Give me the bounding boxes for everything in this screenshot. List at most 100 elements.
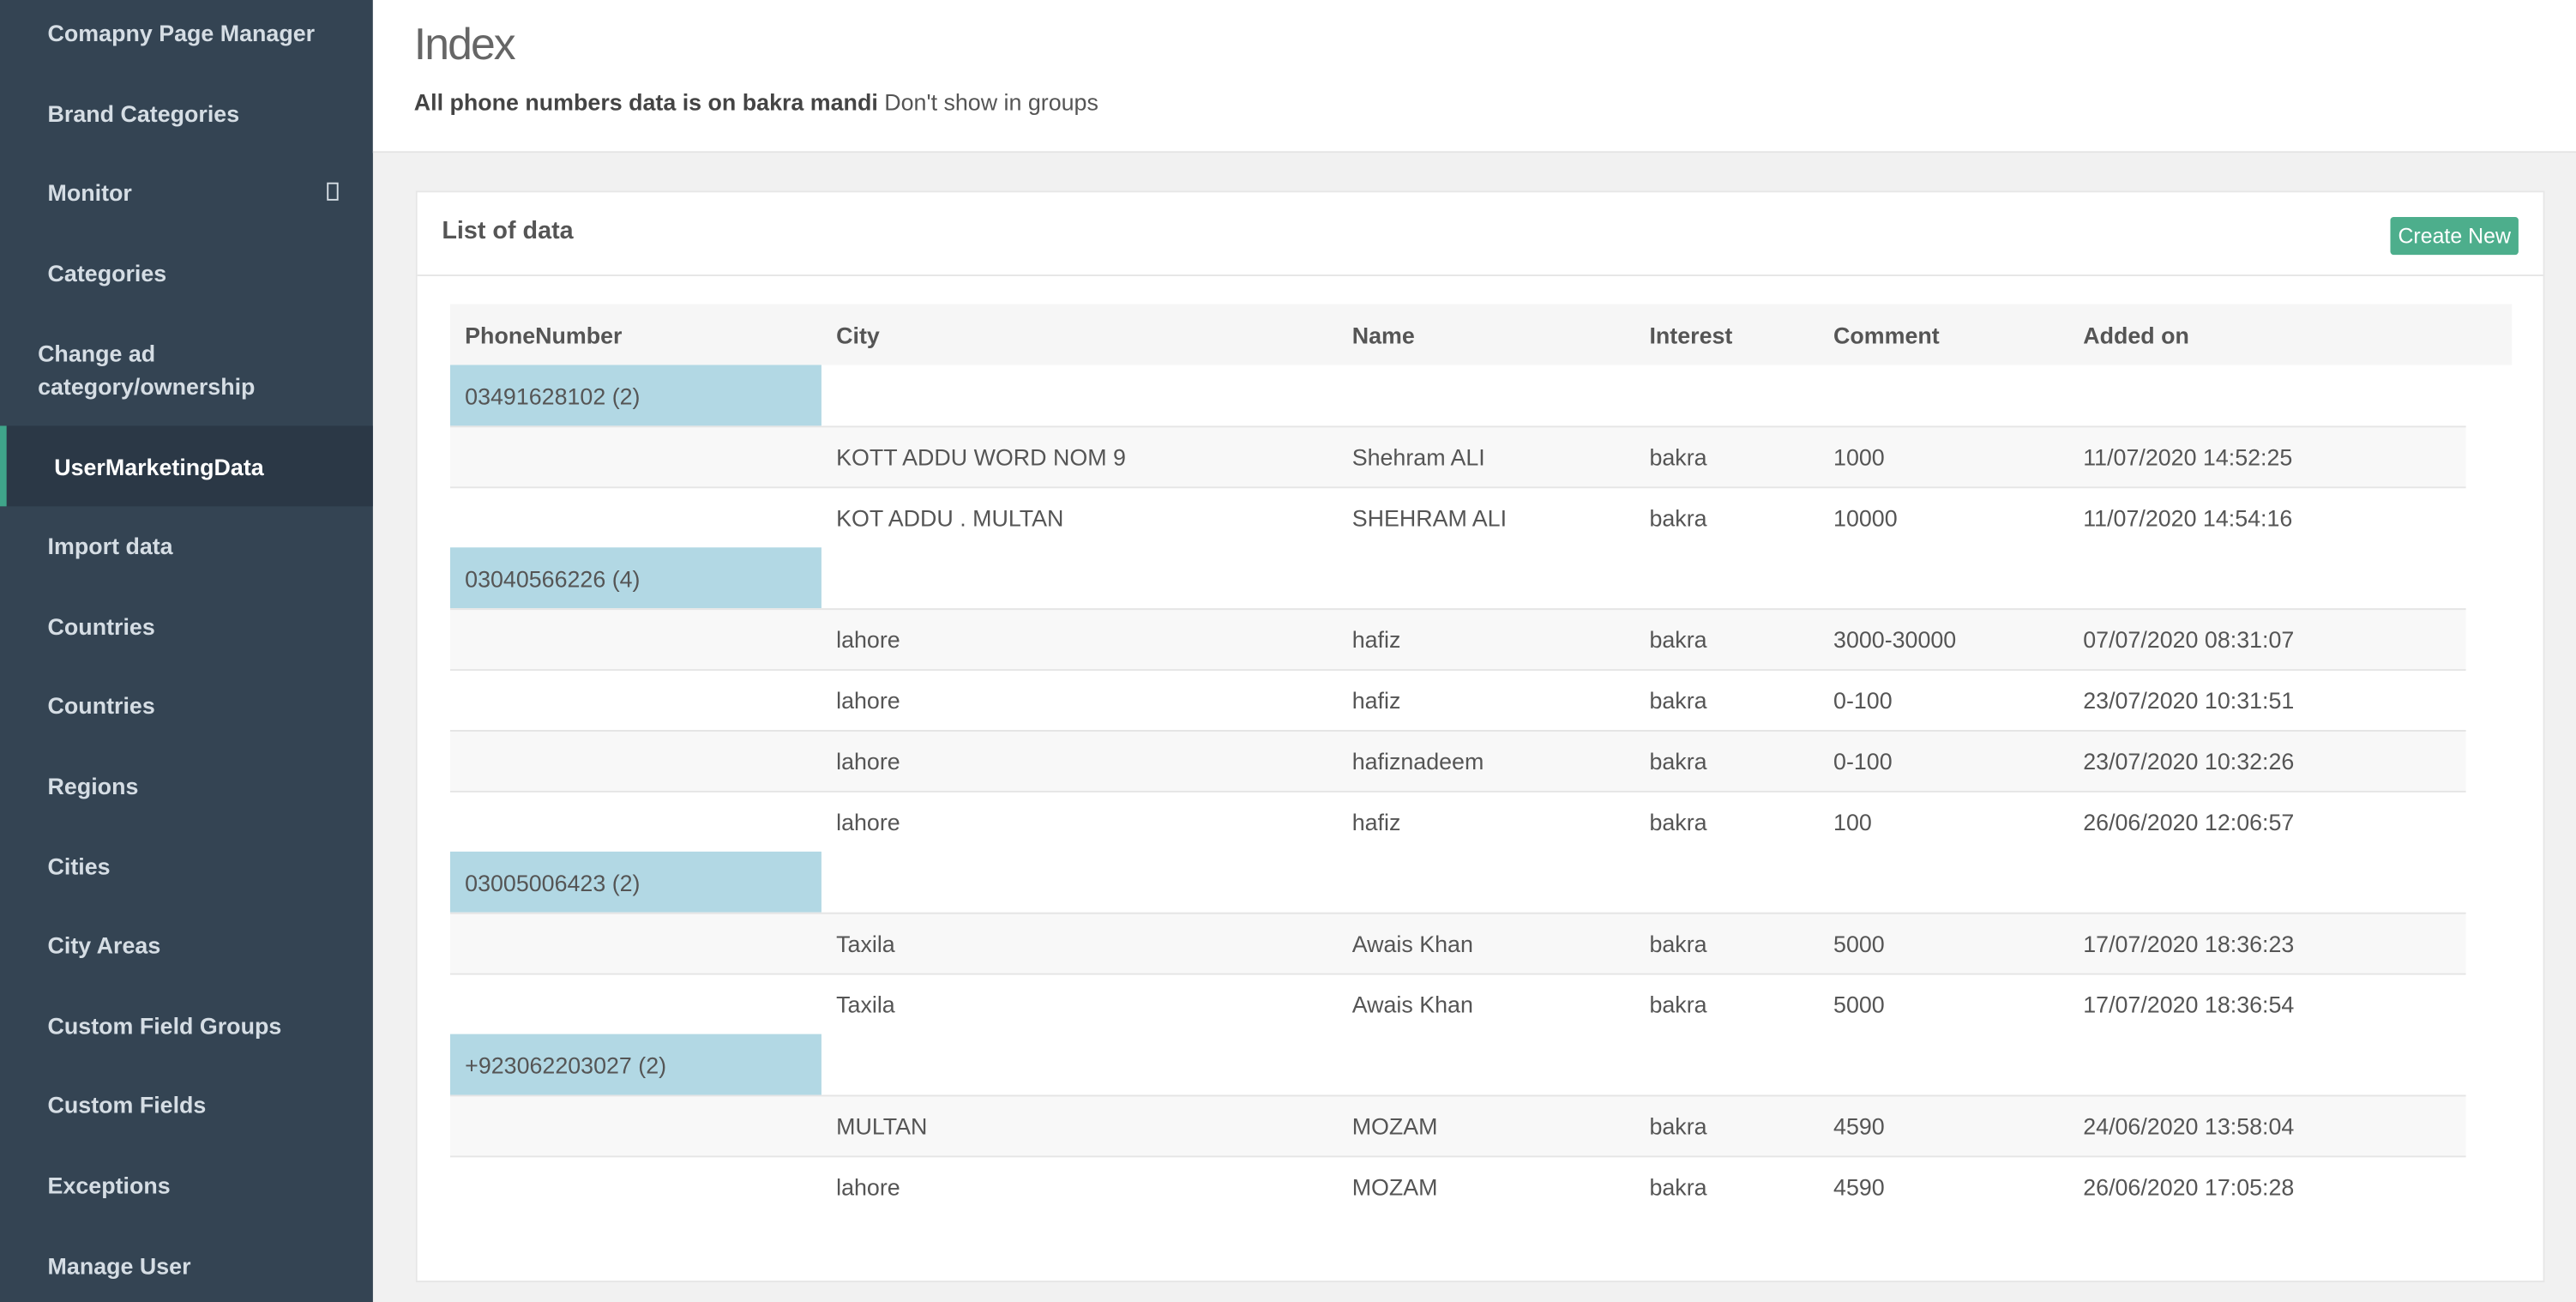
table-cell: MULTAN [836, 1112, 928, 1140]
group-row: 03040566226 (4) [449, 547, 2512, 609]
table-cell: hafiz [1351, 687, 1401, 714]
table-cell: 0-100 [1833, 687, 1893, 714]
table-cell: 100 [1833, 809, 1872, 835]
table-cell: 07/07/2020 08:31:07 [2083, 626, 2295, 653]
table-cell: 26/06/2020 17:05:28 [2083, 1173, 2295, 1201]
panel-title: List of data [442, 217, 574, 245]
table-cell: bakra [1649, 930, 1707, 957]
table-cell: Taxila [836, 991, 895, 1018]
table-cell: SHEHRAM ALI [1351, 504, 1508, 532]
column-header: PhoneNumber [465, 321, 623, 348]
table-cell: 4590 [1833, 1173, 1885, 1201]
menu-item[interactable]: Manage User [47, 1251, 191, 1279]
subtitle-bold: All phone numbers data is on bakra mandi [413, 88, 878, 116]
menu-item[interactable]: Change ad category/ownership [38, 340, 256, 400]
table-cell: bakra [1649, 626, 1707, 653]
menu-item[interactable]: Monitor [0, 154, 373, 233]
table-cell: bakra [1649, 504, 1707, 532]
table: PhoneNumber City Name Interest Comment Added … [449, 304, 2513, 1217]
data-row: lahore hafiz bakra 100 26/06/2020 12:06:57 [449, 790, 2466, 852]
sidebar: Comapny Page Manager Brand Categories Moni… [0, 0, 373, 1302]
menu-icon [327, 183, 339, 202]
table-cell: hafiz [1351, 626, 1401, 653]
menu-item[interactable]: UserMarketingData [0, 426, 373, 507]
menu-item[interactable]: Cities [47, 853, 111, 879]
column-header: Added on [2083, 321, 2189, 348]
group-phone: 03040566226 (4) [449, 547, 822, 609]
menu-item[interactable]: Comapny Page Manager [47, 20, 316, 47]
header-row: PhoneNumber City Name Interest Comment Added … [449, 304, 2513, 365]
table-cell: bakra [1649, 809, 1707, 835]
table-cell: MOZAM [1351, 1173, 1438, 1201]
menu-item[interactable]: City Areas [47, 932, 161, 959]
table-cell: lahore [836, 809, 900, 835]
column-header: Comment [1833, 321, 1940, 348]
data-row: lahore hafiz bakra 3000-30000 07/07/2020 08:… [449, 608, 2466, 670]
table-cell: 23/07/2020 10:32:26 [2083, 748, 2295, 775]
column-header: Interest [1649, 321, 1733, 348]
group-phone: 03491628102 (2) [449, 365, 822, 426]
table-cell: 17/07/2020 18:36:23 [2083, 930, 2295, 957]
table-cell: 11/07/2020 14:52:25 [2083, 443, 2293, 471]
table-cell: bakra [1649, 443, 1707, 471]
table-cell: bakra [1649, 687, 1707, 714]
menu-item[interactable]: Regions [47, 772, 139, 799]
group-phone: +923062203027 (2) [449, 1034, 822, 1095]
table-cell: lahore [836, 1173, 900, 1201]
data-row: KOTT ADDU WORD NOM 9 Shehram ALI bakra 1000… [449, 425, 2466, 487]
menu-item[interactable]: Exceptions [47, 1172, 171, 1199]
menu-item[interactable]: Countries [47, 692, 155, 720]
data-row: lahore hafiznadeem bakra 0-100 23/07/2020 10… [449, 730, 2466, 791]
data-row: lahore MOZAM bakra 4590 26/06/2020 17:05:28 [449, 1155, 2466, 1216]
table-cell: 24/06/2020 13:58:04 [2083, 1112, 2295, 1140]
table-cell: 5000 [1833, 930, 1885, 957]
subtitle: All phone numbers data is on bakra mandi… [414, 89, 1098, 116]
header: Index All phone numbers data is on bakra… [372, 0, 2576, 154]
table-cell: 0-100 [1833, 748, 1893, 775]
data-row: lahore hafiz bakra 0-100 23/07/2020 10:31:51 [449, 669, 2466, 730]
menu: Comapny Page Manager Brand Categories Moni… [0, 0, 373, 1302]
table-cell: 17/07/2020 18:36:54 [2083, 991, 2295, 1018]
table-cell: lahore [836, 626, 900, 653]
table-cell: Awais Khan [1351, 991, 1473, 1018]
table-cell: 5000 [1833, 991, 1885, 1018]
data-row: Taxila Awais Khan bakra 5000 17/07/2020 18:3… [449, 973, 2466, 1034]
table-cell: MOZAM [1351, 1112, 1438, 1140]
group-row: 03005006423 (2) [449, 851, 2512, 913]
table-cell: bakra [1649, 748, 1707, 775]
table-cell: Taxila [836, 930, 895, 957]
data-row: KOT ADDU . MULTAN SHEHRAM ALI bakra 10000 11… [449, 486, 2466, 547]
data-row: Taxila Awais Khan bakra 5000 17/07/2020 18:3… [449, 912, 2466, 973]
table-cell: KOT ADDU . MULTAN [836, 504, 1064, 532]
table-cell: KOTT ADDU WORD NOM 9 [836, 443, 1126, 471]
menu-item[interactable]: Countries [47, 612, 155, 640]
table-cell: 1000 [1833, 443, 1885, 471]
panel: List of data Create New PhoneNumber City N… [415, 190, 2545, 1283]
table-cell: 26/06/2020 12:06:57 [2083, 809, 2295, 835]
table-cell: bakra [1649, 1112, 1707, 1140]
column-header: Name [1351, 321, 1415, 348]
data-row: MULTAN MOZAM bakra 4590 24/06/2020 13:58:04 [449, 1094, 2466, 1156]
table-cell: 3000-30000 [1833, 626, 1957, 653]
table-cell: 10000 [1833, 504, 1898, 532]
menu-item[interactable]: Custom Field Groups [47, 1012, 282, 1040]
table-cell: Awais Khan [1351, 930, 1473, 957]
table-cell: bakra [1649, 991, 1707, 1018]
table-cell: bakra [1649, 1173, 1707, 1201]
menu-item[interactable]: Categories [47, 259, 167, 286]
menu-item[interactable]: Custom Fields [47, 1092, 207, 1119]
table-cell: Shehram ALI [1351, 443, 1485, 471]
table-cell: 11/07/2020 14:54:16 [2083, 504, 2293, 532]
menu-item[interactable]: Brand Categories [47, 99, 240, 127]
menu-item[interactable]: Import data [47, 533, 173, 560]
group-row: +923062203027 (2) [449, 1034, 2512, 1095]
create-button[interactable]: Create New [2390, 217, 2519, 256]
column-header: City [836, 321, 880, 348]
table-cell: 23/07/2020 10:31:51 [2083, 687, 2295, 714]
table-cell: 4590 [1833, 1112, 1885, 1140]
table-cell: hafiz [1351, 809, 1401, 835]
page-title: Index [413, 20, 516, 69]
table-cell: lahore [836, 748, 900, 775]
